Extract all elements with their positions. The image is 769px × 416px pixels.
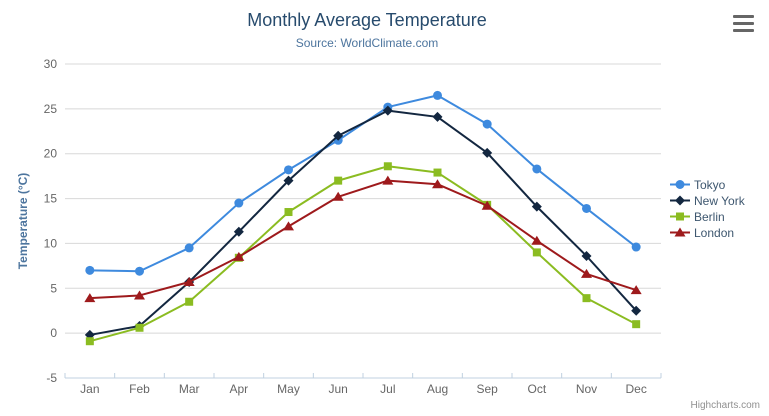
x-axis-tick-label: Nov: [576, 382, 597, 396]
legend-marker-diamond-icon: [670, 195, 690, 206]
data-point-new-york[interactable]: [233, 226, 244, 237]
x-axis-tick-label: Jul: [380, 382, 395, 396]
data-point-berlin[interactable]: [334, 176, 343, 185]
data-point-berlin[interactable]: [532, 248, 541, 257]
data-point-london[interactable]: [432, 179, 443, 189]
series-line-london[interactable]: [88, 179, 638, 300]
legend-item-london[interactable]: London: [669, 225, 745, 240]
data-point-berlin[interactable]: [383, 162, 392, 171]
data-point-london[interactable]: [531, 235, 543, 245]
data-point-london[interactable]: [581, 268, 592, 278]
hamburger-menu-icon: [733, 15, 754, 18]
x-axis-tick-label: Feb: [129, 382, 150, 396]
data-point-tokyo[interactable]: [532, 164, 542, 174]
y-axis-title: Temperature (°C): [16, 173, 30, 270]
y-axis-tick-label: 15: [44, 192, 58, 206]
x-axis-tick-label: Oct: [527, 382, 546, 396]
x-axis-tick-label: Aug: [427, 382, 448, 396]
data-point-berlin[interactable]: [632, 320, 641, 329]
x-axis-tick-label: Apr: [229, 382, 248, 396]
x-axis-tick-label: May: [277, 382, 300, 396]
hamburger-menu-icon: [733, 22, 754, 25]
data-point-berlin[interactable]: [135, 323, 144, 332]
data-point-new-york[interactable]: [432, 111, 443, 122]
y-axis-tick-label: 5: [50, 281, 57, 295]
legend-label-tokyo: Tokyo: [694, 177, 726, 192]
y-axis-tick-label: 0: [50, 326, 57, 340]
series-line-berlin[interactable]: [88, 165, 638, 343]
x-axis-tick-label: Mar: [179, 382, 200, 396]
data-point-london[interactable]: [630, 285, 642, 295]
data-point-london[interactable]: [183, 277, 195, 287]
legend: Tokyo New York Berlin London: [669, 177, 745, 240]
data-point-tokyo[interactable]: [135, 266, 144, 276]
data-point-berlin[interactable]: [185, 297, 194, 306]
data-point-tokyo[interactable]: [234, 198, 244, 208]
data-point-tokyo[interactable]: [85, 265, 95, 275]
data-point-tokyo[interactable]: [631, 242, 641, 252]
highcharts-credit-link[interactable]: Highcharts.com: [690, 400, 760, 411]
hamburger-menu-icon: [733, 29, 754, 32]
data-point-tokyo[interactable]: [184, 243, 194, 253]
legend-label-berlin: Berlin: [694, 209, 725, 224]
data-point-new-york[interactable]: [531, 201, 542, 212]
data-point-london[interactable]: [481, 200, 493, 210]
data-point-tokyo[interactable]: [284, 165, 293, 175]
chart-title: Monthly Average Temperature: [247, 10, 487, 30]
legend-marker-square-icon: [670, 212, 690, 221]
y-axis-tick-label: -5: [46, 371, 57, 385]
y-axis-tick-label: 25: [44, 102, 58, 116]
data-point-berlin[interactable]: [433, 168, 442, 177]
data-point-london[interactable]: [134, 290, 145, 300]
legend-marker-triangle-icon: [670, 227, 690, 237]
legend-marker-shape: [676, 212, 684, 221]
data-point-berlin[interactable]: [284, 208, 293, 217]
data-point-new-york[interactable]: [382, 105, 393, 116]
data-point-new-york[interactable]: [283, 175, 294, 186]
y-axis-tick-label: 20: [44, 147, 58, 161]
legend-marker-shape: [675, 180, 685, 189]
data-point-london[interactable]: [84, 293, 96, 303]
data-point-london[interactable]: [332, 191, 344, 201]
data-point-tokyo[interactable]: [582, 203, 591, 213]
legend-item-tokyo[interactable]: Tokyo: [669, 177, 745, 192]
data-point-new-york[interactable]: [631, 305, 642, 316]
legend-label-london: London: [694, 225, 735, 240]
legend-marker-shape: [674, 227, 686, 237]
data-point-tokyo[interactable]: [433, 90, 442, 100]
data-point-new-york[interactable]: [482, 147, 493, 158]
series-line-tokyo[interactable]: [88, 94, 638, 273]
x-axis-tick-label: Sep: [476, 382, 498, 396]
y-axis-tick-label: 30: [44, 57, 58, 71]
legend-label-new-york: New York: [694, 193, 745, 208]
data-point-london[interactable]: [283, 221, 294, 231]
data-point-berlin[interactable]: [582, 294, 591, 303]
data-point-new-york[interactable]: [581, 250, 592, 261]
data-point-berlin[interactable]: [85, 337, 94, 346]
data-point-tokyo[interactable]: [482, 119, 492, 129]
x-axis-tick-label: Jun: [328, 382, 347, 396]
x-axis-tick-label: Jan: [80, 382, 99, 396]
x-axis-tick-label: Dec: [625, 382, 646, 396]
data-point-london[interactable]: [382, 175, 394, 185]
chart-subtitle: Source: WorldClimate.com: [295, 36, 439, 50]
data-point-new-york[interactable]: [333, 130, 344, 141]
export-menu-button[interactable]: [733, 15, 757, 32]
data-point-london[interactable]: [233, 251, 245, 261]
y-axis-tick-label: 10: [44, 236, 58, 250]
legend-item-new-york[interactable]: New York: [669, 193, 745, 208]
legend-item-berlin[interactable]: Berlin: [669, 209, 745, 224]
series-line-new-york[interactable]: [88, 109, 638, 336]
legend-marker-circle-icon: [670, 180, 690, 189]
legend-marker-shape: [675, 195, 685, 206]
